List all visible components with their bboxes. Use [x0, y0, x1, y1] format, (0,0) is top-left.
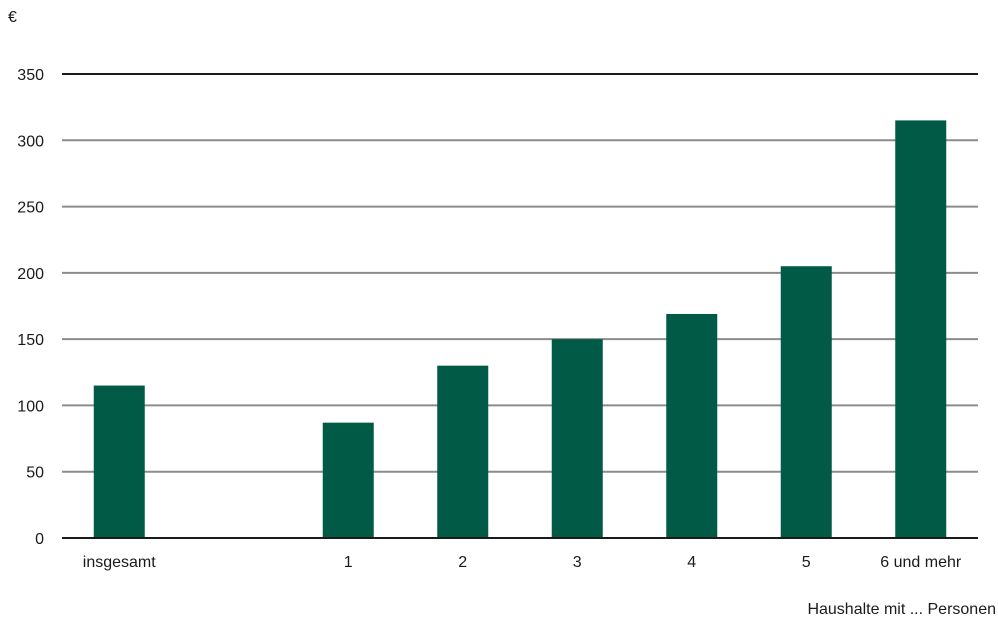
- x-tick-label-5: 5: [802, 554, 811, 571]
- y-tick-labels: 0 50 100 150 200 250 300 350: [17, 67, 44, 548]
- y-tick-label-350: 350: [17, 67, 44, 84]
- x-tick-label-2: 2: [458, 554, 467, 571]
- bar-3: [551, 339, 603, 538]
- x-tick-labels: insgesamt 1 2 3 4 5 6 und mehr: [83, 554, 962, 571]
- y-tick-label-200: 200: [17, 266, 44, 283]
- y-tick-label-250: 250: [17, 200, 44, 217]
- x-tick-label-insgesamt: insgesamt: [83, 554, 156, 571]
- y-tick-label-150: 150: [17, 332, 44, 349]
- bars: [93, 120, 947, 539]
- y-axis-unit-label: €: [8, 9, 17, 26]
- bar-5: [780, 266, 832, 538]
- gridlines: [62, 73, 978, 473]
- x-tick-label-6-und-mehr: 6 und mehr: [880, 554, 962, 571]
- y-tick-label-50: 50: [26, 465, 44, 482]
- y-tick-label-100: 100: [17, 398, 44, 415]
- y-tick-label-0: 0: [35, 531, 44, 548]
- bar-insgesamt: [93, 385, 145, 538]
- x-axis-title: Haushalte mit ... Personen: [807, 601, 996, 618]
- x-tick-label-4: 4: [687, 554, 696, 571]
- x-tick-label-1: 1: [344, 554, 353, 571]
- x-tick-label-3: 3: [573, 554, 582, 571]
- bar-6-und-mehr: [895, 120, 947, 539]
- y-tick-label-300: 300: [17, 133, 44, 150]
- bar-4: [666, 313, 718, 538]
- bar-1: [322, 422, 374, 538]
- bar-2: [437, 365, 489, 538]
